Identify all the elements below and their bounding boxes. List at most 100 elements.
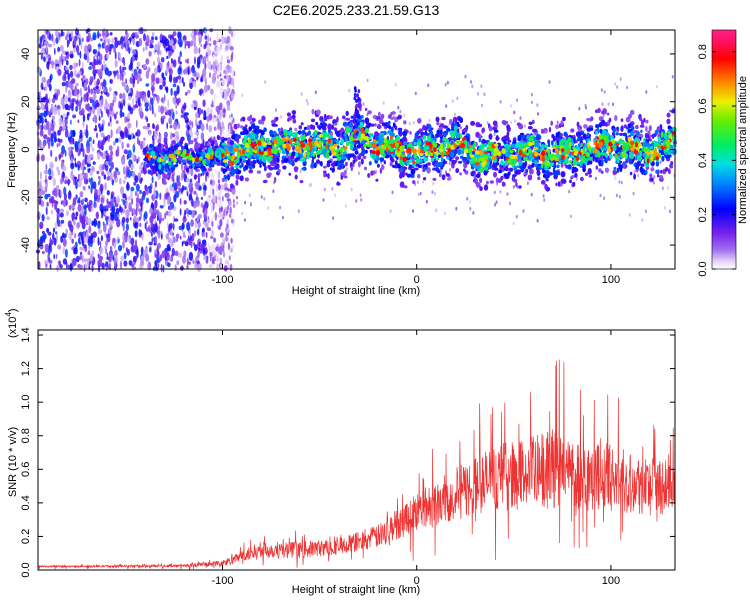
ridge-cell: [259, 164, 262, 168]
spectrogram-carrier-ridge: [142, 86, 677, 192]
noise-cell: [433, 191, 436, 196]
noise-cell: [66, 104, 71, 111]
noise-cell: [659, 160, 662, 164]
ridge-cell: [287, 118, 290, 122]
noise-cell: [185, 92, 188, 96]
ridge-cell: [344, 169, 347, 175]
noise-cell: [121, 216, 126, 224]
noise-cell: [195, 112, 199, 119]
noise-cell: [169, 124, 173, 129]
noise-cell: [156, 56, 161, 64]
noise-cell: [197, 221, 201, 228]
ridge-cell: [262, 179, 268, 184]
noise-cell: [226, 83, 229, 87]
noise-cell: [165, 233, 170, 240]
noise-cell: [212, 54, 215, 62]
ridge-cell: [328, 115, 333, 120]
noise-cell: [162, 76, 166, 81]
noise-cell: [154, 259, 158, 267]
noise-cell: [188, 229, 191, 238]
ridge-cell: [483, 184, 489, 191]
noise-cell: [57, 129, 61, 136]
ridge-cell: [349, 121, 353, 128]
ridge-cell: [616, 126, 619, 130]
ridge-cell: [395, 160, 398, 166]
ridge-cell: [576, 138, 582, 142]
noise-cell: [158, 224, 161, 232]
noise-cell: [607, 102, 610, 106]
ridge-cell: [370, 170, 374, 176]
noise-cell: [55, 29, 59, 38]
noise-cell: [104, 182, 107, 191]
ridge-cell: [455, 156, 460, 161]
noise-cell: [96, 132, 98, 139]
noise-cell: [190, 40, 194, 47]
noise-cell: [156, 124, 160, 131]
noise-cell: [152, 137, 155, 147]
ridge-cell: [651, 133, 655, 139]
noise-cell: [202, 68, 207, 77]
noise-cell: [127, 134, 132, 139]
ridge-cell: [442, 137, 448, 141]
noise-cell: [130, 190, 133, 200]
noise-cell: [84, 197, 88, 203]
ridge-cell: [483, 170, 488, 176]
ridge-cell: [495, 135, 499, 142]
noise-cell: [119, 204, 121, 212]
noise-cell: [122, 99, 126, 107]
noise-cell: [456, 96, 459, 101]
ridge-cell: [327, 124, 333, 130]
noise-cell: [168, 238, 171, 244]
noise-cell: [144, 211, 148, 220]
ridge-cell: [196, 163, 202, 167]
ridge-cell: [237, 169, 242, 174]
noise-cell: [82, 168, 85, 176]
noise-cell: [87, 258, 90, 267]
noise-cell: [87, 251, 91, 256]
noise-cell: [125, 30, 127, 35]
noise-cell: [196, 76, 199, 81]
noise-cell: [100, 151, 104, 157]
noise-cell: [64, 56, 67, 62]
noise-cell: [144, 185, 148, 192]
ridge-cell: [361, 148, 366, 154]
noise-cell: [185, 66, 187, 75]
noise-cell: [39, 129, 44, 137]
ridge-cell: [540, 180, 546, 185]
ridge-cell: [235, 135, 239, 140]
noise-cell: [87, 84, 90, 92]
ridge-cell: [164, 167, 170, 173]
noise-cell: [145, 253, 150, 262]
noise-cell: [220, 54, 224, 64]
noise-cell: [128, 234, 131, 244]
noise-cell: [186, 221, 191, 231]
noise-cell: [147, 225, 151, 232]
noise-cell: [224, 259, 229, 265]
noise-cell: [49, 237, 52, 245]
ridge-cell: [181, 145, 184, 150]
ridge-cell: [629, 171, 633, 176]
ridge-cell: [492, 120, 498, 126]
noise-cell: [147, 90, 151, 98]
noise-cell: [135, 132, 138, 137]
ridge-cell: [545, 178, 549, 182]
ridge-cell: [604, 158, 608, 164]
noise-cell: [68, 204, 72, 211]
noise-cell: [260, 195, 263, 199]
ridge-cell: [333, 127, 338, 131]
noise-cell: [222, 237, 226, 242]
noise-cell: [176, 260, 180, 266]
noise-cell: [435, 208, 438, 212]
ridge-cell: [517, 134, 522, 141]
noise-cell: [76, 255, 80, 263]
ridge-cell: [432, 177, 437, 181]
noise-cell: [412, 209, 414, 213]
noise-cell: [140, 145, 143, 150]
noise-cell: [306, 101, 309, 106]
noise-cell: [481, 103, 484, 108]
noise-cell: [60, 29, 64, 37]
noise-cell: [49, 259, 53, 264]
noise-cell: [62, 198, 67, 208]
ridge-cell: [251, 117, 256, 122]
noise-cell: [89, 80, 93, 86]
